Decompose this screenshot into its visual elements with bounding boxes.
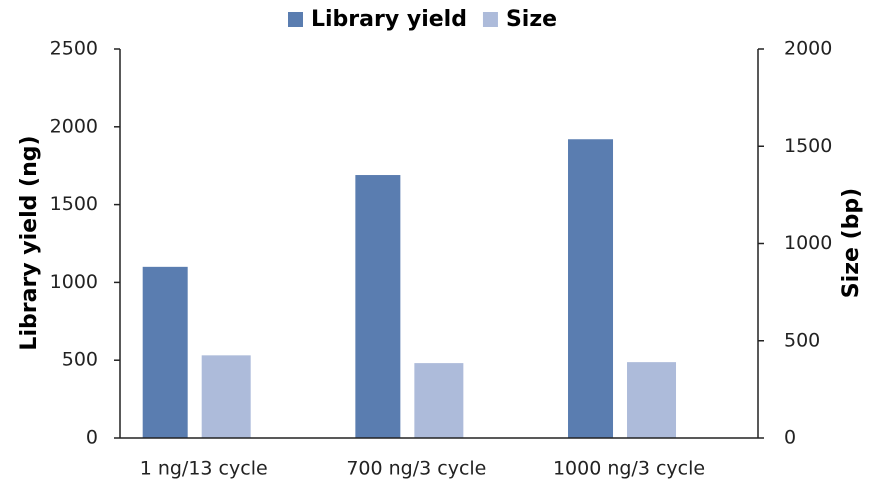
y-tick-label: 0	[86, 427, 98, 449]
bar	[568, 139, 614, 439]
y2-tick-label: 2000	[784, 38, 832, 60]
bar	[627, 362, 677, 438]
y2-axis-label: Size (bp)	[839, 188, 864, 298]
y2-tick-label: 1500	[784, 135, 832, 157]
y-tick-label: 1000	[50, 271, 98, 293]
y-tick-label: 2500	[50, 38, 98, 60]
y2-tick-label: 500	[784, 329, 820, 351]
legend-label: Size	[506, 7, 557, 32]
bar	[142, 266, 188, 438]
y-tick-label: 1500	[50, 193, 98, 215]
bar	[414, 363, 464, 438]
y-tick-label: 500	[62, 349, 98, 371]
legend-label: Library yield	[311, 7, 467, 32]
y-axis-label: Library yield (ng)	[17, 135, 42, 350]
bar	[355, 175, 401, 438]
x-tick-label: 1000 ng/3 cycle	[553, 458, 705, 480]
x-tick-label: 700 ng/3 cycle	[346, 458, 486, 480]
y2-tick-label: 1000	[784, 232, 832, 254]
bar	[201, 355, 251, 438]
legend-swatch	[482, 12, 498, 27]
y2-tick-label: 0	[784, 427, 796, 449]
legend-swatch	[288, 12, 303, 27]
x-tick-label: 1 ng/13 cycle	[140, 458, 268, 480]
y-tick-label: 2000	[50, 115, 98, 137]
